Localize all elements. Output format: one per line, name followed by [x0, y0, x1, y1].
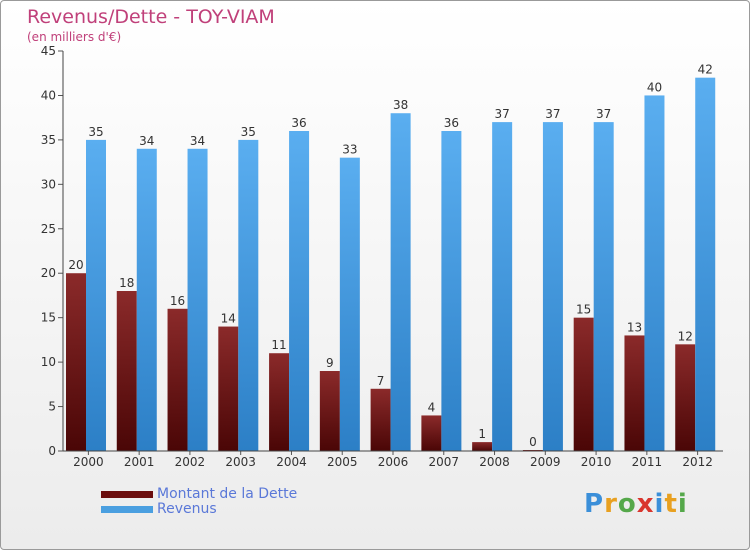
y-tick-label-10: 10	[41, 355, 56, 369]
data-label-debt-2012: 12	[678, 329, 693, 343]
x-tick-label-2005: 2005	[327, 455, 358, 469]
data-label-revenus-2002: 34	[190, 134, 205, 148]
bar-debt-2000	[66, 273, 86, 451]
data-label-debt-2006: 7	[377, 374, 385, 388]
bar-revenus-2002	[187, 148, 208, 451]
x-tick-label-2011: 2011	[632, 455, 663, 469]
bar-revenus-2000	[86, 139, 106, 451]
data-label-revenus-2005: 33	[342, 143, 357, 157]
legend-item-debt: Montant de la Dette	[101, 487, 297, 502]
data-label-debt-2003: 14	[221, 312, 236, 326]
x-tick-label-2007: 2007	[428, 455, 459, 469]
bar-debt-2012	[675, 344, 696, 451]
legend-item-revenus: Revenus	[101, 502, 297, 517]
legend-label-debt: Montant de la Dette	[157, 486, 298, 502]
data-label-debt-2011: 13	[627, 320, 642, 334]
x-tick-label-2009: 2009	[530, 455, 561, 469]
data-label-debt-2010: 15	[576, 303, 591, 317]
y-tick-label-20: 20	[41, 266, 56, 280]
bar-revenus-2008	[492, 122, 513, 451]
y-tick-label-25: 25	[41, 222, 56, 236]
y-tick-label-5: 5	[48, 400, 56, 414]
y-tick-label-45: 45	[41, 44, 56, 58]
data-label-revenus-2000: 35	[88, 125, 103, 139]
bar-debt-2010	[573, 317, 594, 451]
labels-layer: 2035200018342001163420021435200311362004…	[41, 44, 713, 469]
axes-layer	[58, 50, 723, 455]
bar-debt-2002	[167, 308, 188, 451]
y-tick-label-35: 35	[41, 133, 56, 147]
bar-debt-2007	[421, 415, 442, 451]
data-label-debt-2001: 18	[119, 276, 134, 290]
bar-revenus-2006	[390, 113, 411, 451]
bar-debt-2008	[472, 442, 493, 451]
x-tick-label-2003: 2003	[225, 455, 256, 469]
data-label-revenus-2003: 35	[241, 125, 256, 139]
data-label-revenus-2001: 34	[139, 134, 154, 148]
legend-swatch-debt	[101, 491, 153, 498]
y-tick-label-0: 0	[48, 444, 56, 458]
x-tick-label-2006: 2006	[378, 455, 409, 469]
data-label-debt-2009: 0	[529, 435, 537, 449]
data-label-revenus-2004: 36	[291, 116, 306, 130]
bar-revenus-2005	[339, 157, 360, 451]
chart-title: Revenus/Dette - TOY-VIAM	[27, 6, 275, 28]
x-tick-label-2010: 2010	[581, 455, 612, 469]
x-tick-label-2004: 2004	[276, 455, 307, 469]
bar-debt-2011	[624, 335, 645, 451]
x-tick-label-2012: 2012	[682, 455, 713, 469]
bar-revenus-2012	[695, 77, 716, 452]
x-tick-label-2000: 2000	[73, 455, 104, 469]
data-label-debt-2004: 11	[271, 338, 286, 352]
x-tick-label-2001: 2001	[124, 455, 155, 469]
bar-debt-2004	[269, 353, 290, 451]
data-label-debt-2007: 4	[428, 400, 436, 414]
y-tick-label-30: 30	[41, 177, 56, 191]
data-label-revenus-2007: 36	[444, 116, 459, 130]
bar-debt-2005	[319, 371, 340, 451]
bar-revenus-2003	[238, 139, 259, 451]
bar-debt-2006	[370, 388, 391, 451]
bar-revenus-2009	[542, 122, 563, 451]
bar-debt-2003	[218, 326, 239, 451]
x-tick-label-2008: 2008	[479, 455, 510, 469]
y-tick-label-15: 15	[41, 311, 56, 325]
bar-revenus-2007	[441, 131, 462, 451]
data-label-debt-2005: 9	[326, 356, 334, 370]
data-label-revenus-2010: 37	[596, 107, 611, 121]
bar-revenus-2010	[593, 122, 614, 451]
data-label-revenus-2011: 40	[647, 80, 662, 94]
legend-swatch-revenus	[101, 506, 153, 513]
x-tick-label-2002: 2002	[175, 455, 206, 469]
legend: Montant de la Dette Revenus	[101, 487, 297, 517]
chart-subtitle: (en milliers d'€)	[27, 30, 122, 44]
data-label-revenus-2009: 37	[545, 107, 560, 121]
data-label-revenus-2006: 38	[393, 98, 408, 112]
bar-revenus-2004	[289, 131, 310, 451]
legend-label-revenus: Revenus	[157, 501, 217, 517]
data-label-revenus-2012: 42	[698, 63, 713, 77]
data-label-debt-2008: 1	[478, 427, 486, 441]
bar-revenus-2011	[644, 95, 665, 451]
data-label-debt-2002: 16	[170, 294, 185, 308]
bars-layer	[66, 77, 716, 452]
proxiti-logo: Proxiti	[584, 489, 688, 519]
data-label-revenus-2008: 37	[495, 107, 510, 121]
data-label-debt-2000: 20	[68, 258, 83, 272]
bar-debt-2001	[116, 291, 137, 451]
y-tick-label-40: 40	[41, 88, 56, 102]
bar-revenus-2001	[136, 148, 157, 451]
